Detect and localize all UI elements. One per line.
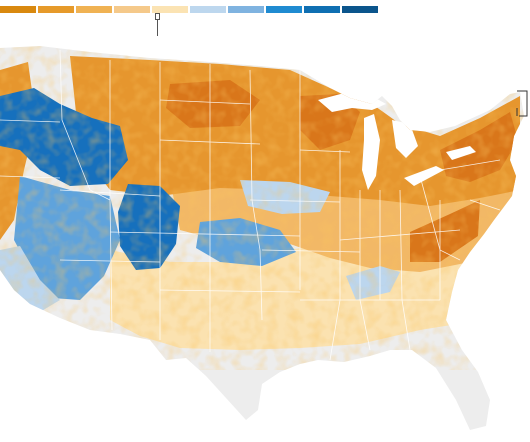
legend-swatch <box>304 6 340 13</box>
lake-ontario <box>446 146 476 160</box>
legend-swatch <box>228 6 264 13</box>
legend-swatch <box>342 6 378 13</box>
legend-swatch <box>38 6 74 13</box>
legend-swatch <box>266 6 302 13</box>
northeast-callout-marker <box>516 90 528 117</box>
state-boundaries <box>0 49 501 361</box>
legend-current-marker <box>155 13 160 36</box>
legend-swatch <box>76 6 112 13</box>
color-legend <box>0 6 380 36</box>
lake-michigan <box>362 114 380 190</box>
legend-swatch <box>190 6 226 13</box>
legend-swatch <box>0 6 36 13</box>
legend-swatch <box>114 6 150 13</box>
lake-erie <box>404 166 444 186</box>
texture-overlay <box>0 46 524 370</box>
legend-swatch <box>152 6 188 13</box>
